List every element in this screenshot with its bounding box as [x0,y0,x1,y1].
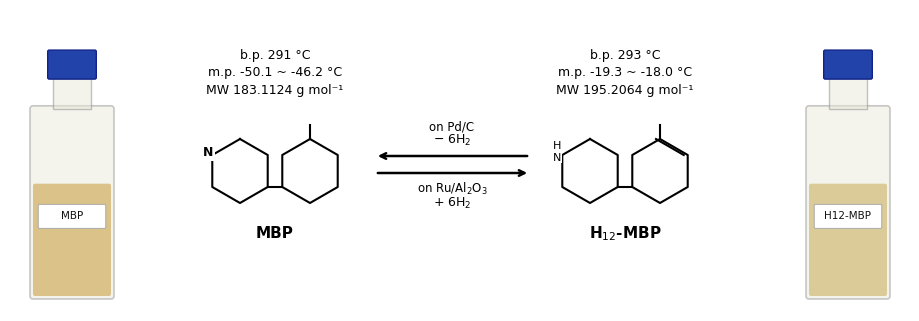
Text: MW 183.1124 g mol⁻¹: MW 183.1124 g mol⁻¹ [206,84,344,98]
Bar [828,78,867,109]
Text: + 6H$_2$: + 6H$_2$ [432,195,471,211]
FancyBboxPatch shape [823,50,871,79]
FancyBboxPatch shape [48,50,96,79]
Text: MBP: MBP [61,211,83,221]
Text: H$_{12}$-MBP: H$_{12}$-MBP [588,225,661,243]
Text: H
N: H N [552,141,561,163]
FancyBboxPatch shape [33,184,111,296]
Text: H12-MBP: H12-MBP [823,211,870,221]
Text: $-$ 6H$_2$: $-$ 6H$_2$ [432,133,471,148]
Text: on Pd/C: on Pd/C [429,120,474,134]
Bar [52,78,91,109]
FancyBboxPatch shape [39,204,106,228]
Text: m.p. -50.1 ~ -46.2 °C: m.p. -50.1 ~ -46.2 °C [208,66,342,80]
Text: b.p. 291 °C: b.p. 291 °C [240,48,310,62]
Text: MBP: MBP [255,227,293,241]
Text: on Ru/Al$_2$O$_3$: on Ru/Al$_2$O$_3$ [416,181,487,197]
Text: MW 195.2064 g mol⁻¹: MW 195.2064 g mol⁻¹ [556,84,693,98]
Text: b.p. 293 °C: b.p. 293 °C [589,48,660,62]
FancyBboxPatch shape [813,204,880,228]
FancyBboxPatch shape [30,106,114,299]
FancyBboxPatch shape [808,184,886,296]
Text: m.p. -19.3 ~ -18.0 °C: m.p. -19.3 ~ -18.0 °C [557,66,691,80]
FancyBboxPatch shape [805,106,889,299]
Text: N: N [203,146,213,160]
